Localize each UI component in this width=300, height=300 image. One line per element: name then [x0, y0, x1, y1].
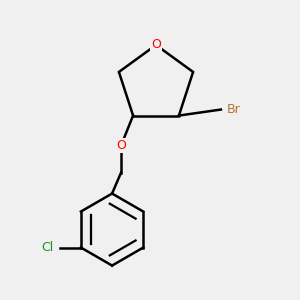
Text: O: O [116, 139, 126, 152]
Text: Br: Br [227, 103, 241, 116]
Text: O: O [151, 38, 161, 52]
Text: Cl: Cl [42, 241, 54, 254]
